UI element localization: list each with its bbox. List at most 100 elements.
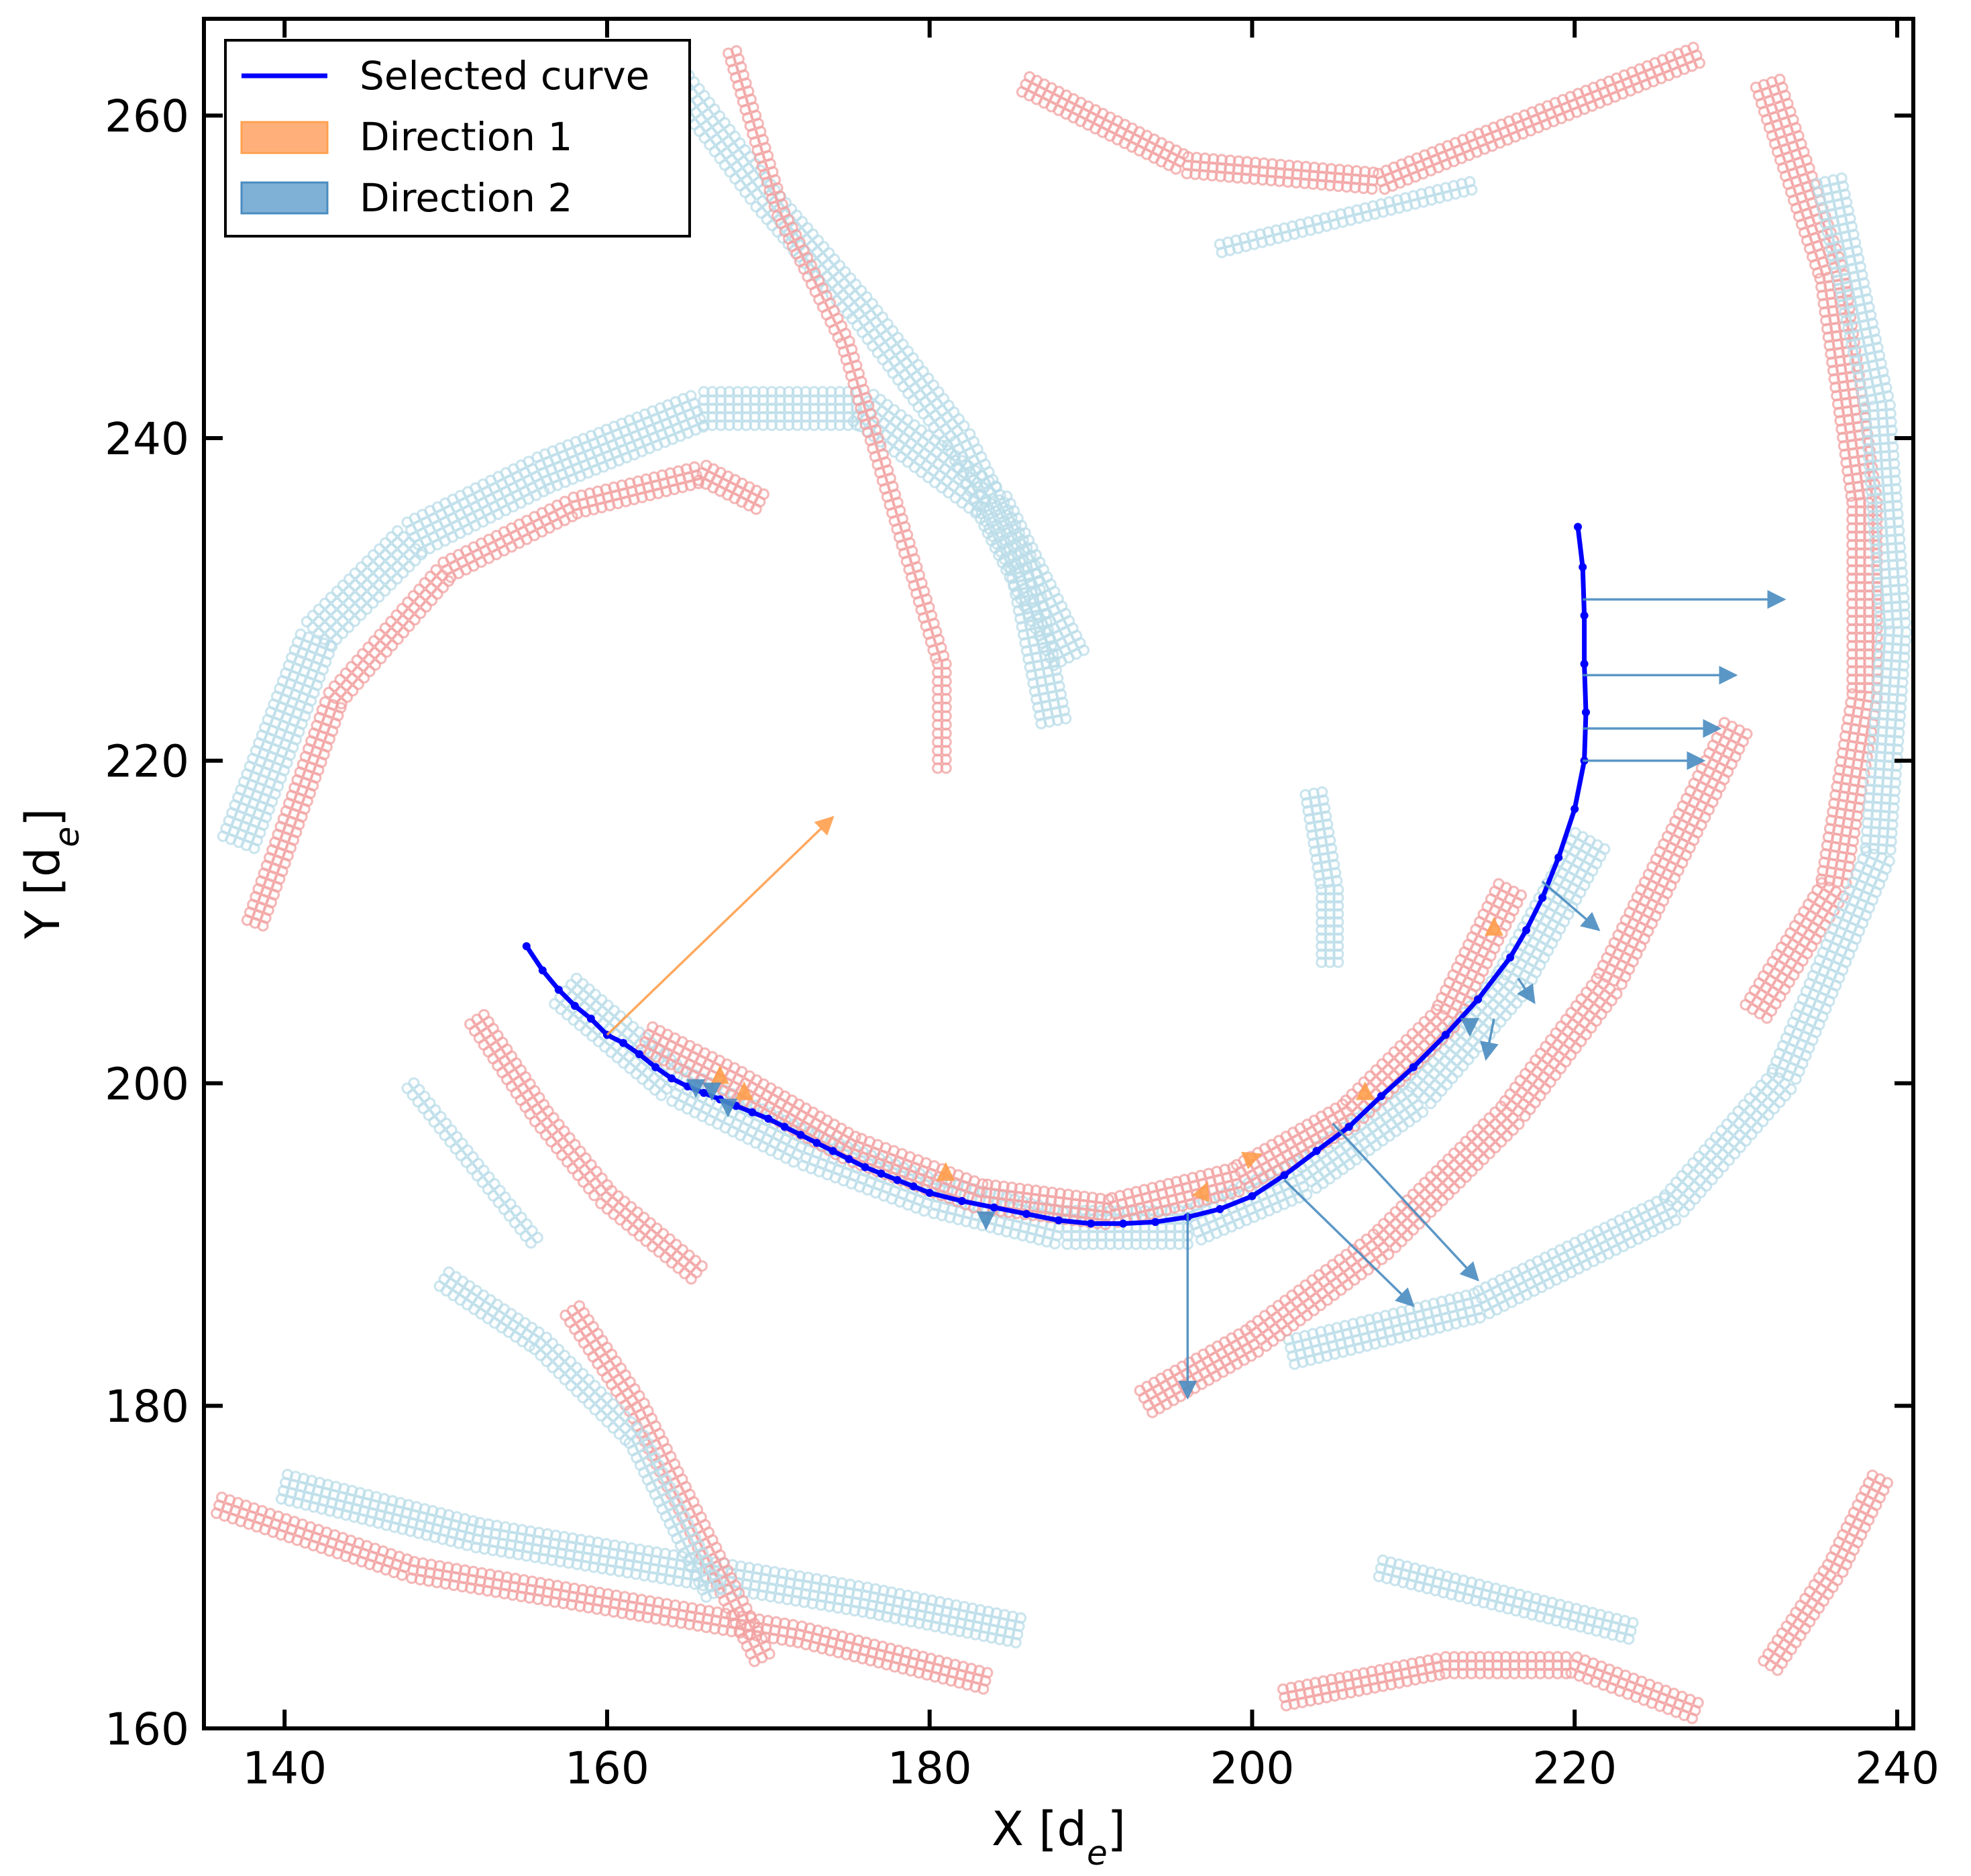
field-point <box>355 561 368 573</box>
field-point <box>385 555 397 567</box>
field-point <box>574 1019 586 1031</box>
field-point <box>379 549 391 561</box>
field-point <box>331 633 343 645</box>
field-point <box>1761 1012 1773 1024</box>
field-point <box>940 762 952 774</box>
field-point <box>331 621 343 633</box>
field-point <box>757 488 769 501</box>
field-point <box>1310 1182 1322 1194</box>
field-point <box>379 573 391 585</box>
field-point <box>325 627 337 639</box>
field-point <box>1678 1206 1690 1218</box>
field-point <box>419 577 431 589</box>
field-point <box>361 591 373 603</box>
field-point <box>361 567 373 579</box>
field-point <box>339 667 352 680</box>
field-point <box>1495 1016 1507 1028</box>
field-point <box>373 543 386 555</box>
field-point <box>357 660 370 672</box>
field-point <box>329 680 341 692</box>
field-point <box>391 561 403 573</box>
field-point <box>325 615 337 627</box>
field-point <box>367 597 379 609</box>
field-point <box>373 591 385 603</box>
field-point <box>1441 1078 1453 1091</box>
field-point <box>361 555 374 567</box>
field-point <box>396 615 409 627</box>
field-point <box>796 215 808 227</box>
field-point <box>334 674 346 686</box>
field-point <box>343 609 355 621</box>
field-point <box>413 583 425 596</box>
field-point <box>1464 176 1476 188</box>
field-point <box>379 561 391 573</box>
field-point <box>325 603 337 615</box>
field-point <box>325 591 337 604</box>
field-point <box>349 567 362 580</box>
field-point <box>818 241 830 253</box>
field-point <box>356 647 369 660</box>
field-point <box>319 621 331 633</box>
field-point <box>361 579 373 591</box>
field-point <box>424 570 437 582</box>
field-point <box>367 585 379 597</box>
field-point <box>425 582 437 594</box>
field-point <box>1473 1041 1485 1053</box>
field-point <box>1501 1130 1513 1142</box>
field-point <box>331 597 343 609</box>
field-point <box>351 654 363 666</box>
field-point <box>368 635 380 647</box>
field-point <box>1425 1097 1437 1110</box>
field-point <box>343 597 355 609</box>
field-point <box>349 603 361 615</box>
field-point <box>391 549 403 561</box>
field-point <box>313 627 325 639</box>
field-point <box>1431 1200 1443 1212</box>
field-point <box>375 652 387 665</box>
field-point <box>1367 166 1379 178</box>
field-point <box>397 531 410 543</box>
field-point <box>1430 1091 1442 1103</box>
field-point <box>295 628 307 641</box>
field-point <box>373 567 385 579</box>
field-point <box>624 1062 636 1074</box>
field-point <box>1516 990 1528 1003</box>
field-point <box>403 560 415 573</box>
field-point <box>369 659 382 671</box>
field-point <box>349 615 361 627</box>
field-point <box>688 461 700 473</box>
field-point <box>1077 644 1090 656</box>
field-point <box>397 567 409 579</box>
field-point <box>415 607 427 619</box>
field-point <box>367 549 380 561</box>
field-point <box>649 1084 661 1096</box>
field-point <box>850 278 862 291</box>
field-point <box>319 597 331 610</box>
field-point <box>391 621 403 633</box>
field-point <box>355 597 367 609</box>
field-point <box>1024 550 1036 562</box>
field-point <box>343 621 355 633</box>
field-point <box>559 495 571 508</box>
field-point <box>385 543 397 555</box>
field-point <box>586 1030 598 1042</box>
field-point <box>374 629 386 641</box>
field-point <box>1462 1053 1475 1065</box>
field-point <box>549 998 561 1010</box>
field-point <box>341 691 354 703</box>
field-point <box>337 615 349 627</box>
field-point <box>367 573 379 585</box>
field-point <box>402 596 414 609</box>
field-point <box>352 666 364 678</box>
field-point <box>409 554 421 567</box>
field-point <box>349 579 361 591</box>
field-scatter <box>211 42 1912 1724</box>
field-point <box>391 525 404 537</box>
field-point <box>806 228 819 240</box>
field-point <box>355 585 367 597</box>
field-point <box>396 603 409 615</box>
field-point <box>637 1073 649 1085</box>
field-point <box>379 537 392 549</box>
field-point <box>407 590 419 602</box>
